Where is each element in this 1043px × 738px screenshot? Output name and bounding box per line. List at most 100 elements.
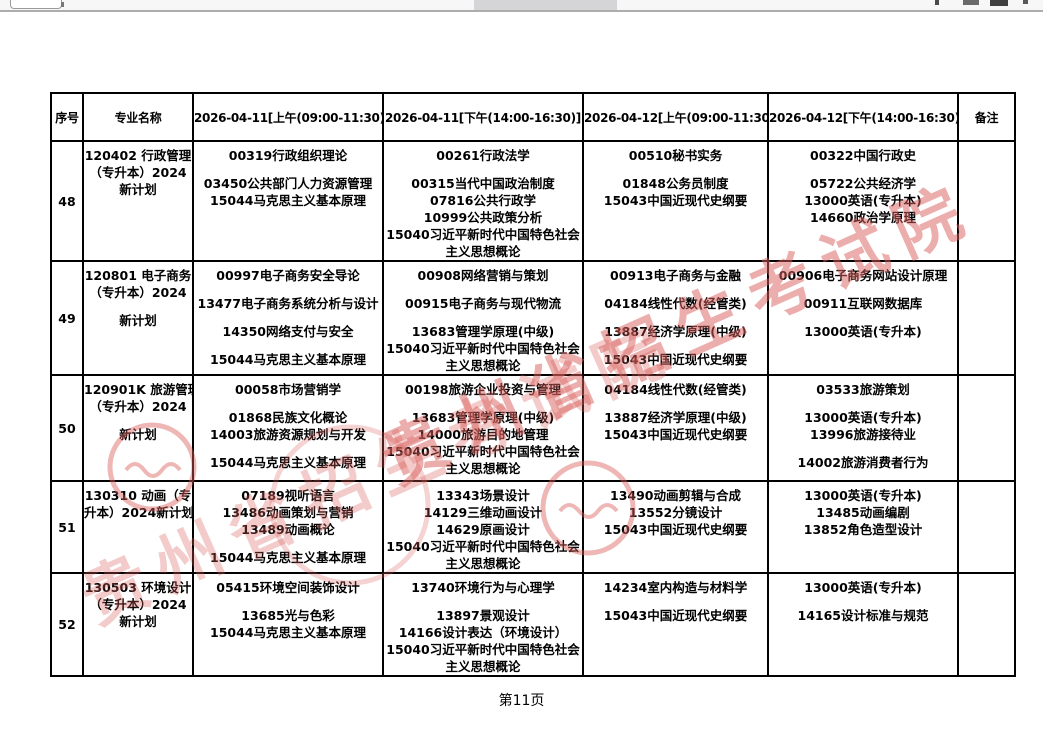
session-cell: 14234室内构造与材料学 15043中国近现代史纲要	[582, 572, 769, 677]
exam-schedule-table: 序号 专业名称 2026-04-11[上午(09:00-11:30)] 2026-04…	[50, 92, 1016, 677]
session-cell: 13490动画剪辑与合成 13552分镜设计 15043中国近现代史纲要	[582, 480, 769, 574]
line-gap	[85, 415, 191, 426]
partial-tab[interactable]	[10, 0, 62, 9]
course-line: 13897景观设计	[436, 608, 530, 623]
course-line: 新计划	[119, 182, 157, 197]
session-cell: 13000英语(专升本) 13485动画编剧 13852角色造型设计	[767, 480, 959, 574]
tab-text-fragment	[61, 2, 64, 7]
session-cell: 13000英语(专升本) 14165设计标准与规范	[767, 572, 959, 677]
table-row: 49 120801 电子商务 （专升本）2024 新计划 00997电子商务安全导论 13…	[50, 260, 1016, 376]
course-line: 13000英语(专升本)	[804, 580, 922, 595]
course-line: 主义思想概论	[445, 556, 521, 571]
course-line: 13685光与色彩	[241, 608, 335, 623]
column-header: 备注	[957, 92, 1016, 142]
session-cell: 13740环境行为与心理学 13897景观设计 14166设计表达（环境设计） 150…	[382, 572, 584, 677]
seq-cell: 49	[50, 260, 84, 376]
line-gap	[585, 284, 766, 295]
course-line: 130503 环境设计	[84, 580, 192, 595]
course-line: 130310 动画（专	[84, 488, 192, 503]
course-line: 01848公务员制度	[622, 176, 729, 191]
remark-cell	[957, 140, 1016, 262]
course-line: 07189视听语言	[241, 488, 335, 503]
seq-cell: 50	[50, 374, 84, 482]
line-gap	[385, 596, 581, 607]
line-gap	[385, 398, 581, 409]
course-line: 13683管理学原理(中级)	[411, 324, 555, 339]
browser-chrome-sliver	[0, 0, 1043, 12]
course-line: 01868民族文化概论	[228, 410, 348, 425]
column-header: 2026-04-11[上午(09:00-11:30)]	[192, 92, 384, 142]
session-cell: 00908网络营销与策划 00915电子商务与现代物流 13683管理学原理(中级)…	[382, 260, 584, 376]
course-line: 14003旅游资源规划与开发	[210, 427, 366, 442]
course-line: 14629原画设计	[436, 522, 530, 537]
course-line: 14166设计表达（环境设计）	[398, 625, 568, 640]
toolbar-icon-fragment	[990, 0, 1008, 6]
course-line: 04184线性代数(经管类)	[604, 382, 747, 397]
course-line: 主义思想概论	[445, 358, 521, 373]
session-cell: 00058市场营销学 01868民族文化概论 14003旅游资源规划与开发 15044…	[192, 374, 384, 482]
course-line: 15044马克思主义基本原理	[210, 550, 366, 565]
course-line: 14129三维动画设计	[423, 505, 543, 520]
course-line: 14165设计标准与规范	[797, 608, 929, 623]
course-line: 15040习近平新时代中国特色社会	[386, 444, 580, 459]
course-line: 13852角色造型设计	[803, 522, 923, 537]
line-gap	[195, 538, 381, 549]
course-line: 15043中国近现代史纲要	[603, 427, 748, 442]
session-cell: 03533旅游策划 13000英语(专升本) 13996旅游接待业 14002旅游消费…	[767, 374, 959, 482]
line-gap	[585, 312, 766, 323]
remark-cell	[957, 480, 1016, 574]
line-gap	[385, 164, 581, 175]
course-line: 升本）2024新计划	[84, 505, 193, 520]
course-line: 14234室内构造与材料学	[603, 580, 748, 595]
session-cell: 00997电子商务安全导论 13477电子商务系统分析与设计 14350网络支付与安…	[192, 260, 384, 376]
course-line: 00913电子商务与金融	[610, 268, 741, 283]
course-line: 00315当代中国政治制度	[411, 176, 555, 191]
line-gap	[770, 398, 956, 409]
remark-cell	[957, 260, 1016, 376]
session-cell: 07189视听语言 13486动画策划与营销 13489动画概论 15044马克思主义…	[192, 480, 384, 574]
course-line: 13486动画策划与营销	[222, 505, 354, 520]
course-line: 13996旅游接待业	[810, 427, 916, 442]
major-cell: 120801 电子商务 （专升本）2024 新计划	[82, 260, 194, 376]
course-line: 13490动画剪辑与合成	[610, 488, 741, 503]
seq-cell: 51	[50, 480, 84, 574]
line-gap	[195, 284, 381, 295]
line-gap	[195, 340, 381, 351]
line-gap	[195, 596, 381, 607]
course-line: 04184线性代数(经管类)	[604, 296, 747, 311]
course-line: 13000英语(专升本)	[804, 324, 922, 339]
column-header: 专业名称	[82, 92, 194, 142]
course-line: 03533旅游策划	[816, 382, 910, 397]
course-line: 00510秘书实务	[628, 148, 723, 163]
course-line: 00915电子商务与现代物流	[405, 296, 561, 311]
course-line: 00908网络营销与策划	[417, 268, 549, 283]
course-line: 新计划	[119, 313, 157, 328]
line-gap	[195, 312, 381, 323]
table-row: 51 130310 动画（专 升本）2024新计划 07189视听语言 13486动画策…	[50, 480, 1016, 574]
course-line: 14000旅游目的地管理	[417, 427, 549, 442]
course-line: 00906电子商务网站设计原理	[778, 268, 948, 283]
line-gap	[585, 398, 766, 409]
toolbar-gray-block	[474, 0, 617, 10]
line-gap	[770, 312, 956, 323]
course-line: 新计划	[119, 614, 157, 629]
toolbar-icon-fragment	[935, 0, 939, 5]
course-line: 05415环境空间装饰设计	[216, 580, 360, 595]
line-gap	[770, 164, 956, 175]
course-line: 13683管理学原理(中级)	[411, 410, 555, 425]
course-line: 15044马克思主义基本原理	[210, 193, 366, 208]
column-header: 序号	[50, 92, 84, 142]
seq-cell: 52	[50, 572, 84, 677]
course-line: 13000英语(专升本)	[804, 488, 922, 503]
course-line: 13000英语(专升本)	[804, 410, 922, 425]
course-line: （专升本）2024	[89, 285, 187, 300]
course-line: 14350网络支付与安全	[222, 324, 354, 339]
major-cell: 130503 环境设计 （专升本）2024 新计划	[82, 572, 194, 677]
course-line: 15040习近平新时代中国特色社会	[386, 227, 580, 242]
course-line: 00058市场营销学	[235, 382, 341, 397]
course-line: 00322中国行政史	[810, 148, 916, 163]
line-gap	[770, 284, 956, 295]
course-line: 13887经济学原理(中级)	[604, 324, 747, 339]
session-cell: 04184线性代数(经管类) 13887经济学原理(中级) 15043中国近现代史纲…	[582, 374, 769, 482]
line-gap	[770, 596, 956, 607]
